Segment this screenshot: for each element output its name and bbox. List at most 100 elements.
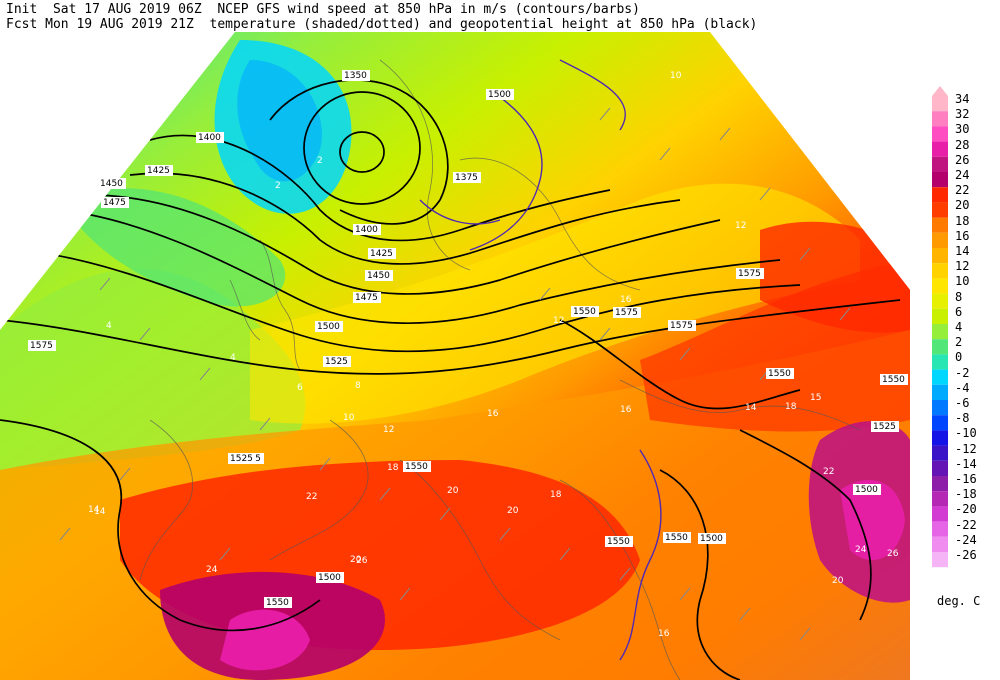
svg-text:1575: 1575 <box>30 341 53 351</box>
height-contour-label: 1500 <box>486 89 514 100</box>
svg-text:1550: 1550 <box>665 533 688 543</box>
svg-text:1550: 1550 <box>607 537 630 547</box>
legend-level-label: 30 <box>955 122 970 137</box>
legend-swatch <box>932 354 948 370</box>
header-line-1: Init Sat 17 AUG 2019 06Z NCEP GFS wind s… <box>6 2 640 17</box>
color-legend <box>932 86 948 568</box>
temperature-label: 14 <box>88 505 100 515</box>
svg-text:1525: 1525 <box>325 357 348 367</box>
temperature-label: 4 <box>106 321 112 331</box>
svg-text:1450: 1450 <box>100 179 123 189</box>
legend-swatch <box>932 172 948 188</box>
temperature-label: 24 <box>206 565 218 575</box>
svg-text:1475: 1475 <box>103 198 126 208</box>
svg-text:1425: 1425 <box>147 166 170 176</box>
temperature-field <box>0 32 910 680</box>
temperature-label: 24 <box>855 545 867 555</box>
height-contour-label: 1500 <box>316 572 344 583</box>
legend-level-label: -12 <box>955 441 977 456</box>
temperature-label: 12 <box>553 316 564 326</box>
height-contour-label: 1500 <box>315 321 343 332</box>
legend-swatch <box>932 126 948 142</box>
legend-swatch <box>932 308 948 324</box>
svg-text:1550: 1550 <box>573 307 596 317</box>
temperature-label: 2 <box>317 156 323 166</box>
height-contour-label: 1550 <box>605 536 633 547</box>
legend-swatch <box>932 141 948 157</box>
legend-level-label: 2 <box>955 335 963 350</box>
legend-level-label: 14 <box>955 244 970 258</box>
legend-level-label: -16 <box>955 472 977 486</box>
svg-text:1425: 1425 <box>370 249 393 259</box>
legend-level-label: -26 <box>955 548 977 562</box>
legend-swatch <box>932 324 948 340</box>
legend-swatch <box>932 202 948 218</box>
temperature-label: 14 <box>94 507 106 517</box>
temperature-label: 26 <box>887 549 899 559</box>
svg-text:1500: 1500 <box>318 573 341 583</box>
svg-text:1500: 1500 <box>700 534 723 544</box>
temperature-label: 20 <box>350 555 362 565</box>
temperature-label: 22 <box>306 492 317 502</box>
temperature-label: 15 <box>810 393 821 403</box>
legend-swatch <box>932 187 948 203</box>
height-contour-label: 1500 <box>698 533 726 544</box>
height-contours <box>0 79 901 680</box>
height-contour-label: 1575 <box>613 307 641 318</box>
svg-text:1525: 1525 <box>873 422 896 432</box>
temperature-label: 20 <box>832 576 844 586</box>
legend-swatch <box>932 156 948 172</box>
height-contour-label: 1575 <box>28 340 56 351</box>
temperature-label: 22 <box>823 467 834 477</box>
height-contour-label: 1550 <box>663 532 691 543</box>
height-contour-label: 1575 <box>736 268 764 279</box>
legend-swatch <box>932 445 948 461</box>
legend-swatch <box>932 248 948 264</box>
height-contour-label: 1500 <box>853 484 881 495</box>
temperature-label: 18 <box>550 490 562 500</box>
svg-text:1400: 1400 <box>198 133 221 143</box>
legend-level-label: -22 <box>955 517 977 532</box>
svg-text:1400: 1400 <box>355 225 378 235</box>
svg-text:1450: 1450 <box>367 271 390 281</box>
temperature-label: 10 <box>343 413 355 423</box>
legend-swatch <box>932 491 948 507</box>
height-contour-label: 1575 <box>668 320 696 331</box>
legend-level-label: -18 <box>955 487 977 502</box>
temperature-label: 18 <box>387 463 399 473</box>
svg-text:1575: 1575 <box>615 308 638 318</box>
temperature-label: 4 <box>230 353 236 363</box>
svg-text:1550: 1550 <box>768 369 791 379</box>
legend-swatch <box>932 293 948 309</box>
legend-swatch <box>932 217 948 233</box>
height-contour-label: 1550 <box>403 461 431 472</box>
legend-level-label: 26 <box>955 152 970 167</box>
temperature-label: 12 <box>383 425 394 435</box>
legend-level-label: -2 <box>955 365 970 380</box>
legend-swatch <box>932 400 948 416</box>
height-contour-label: 1550 <box>880 374 908 385</box>
svg-text:1550: 1550 <box>266 598 289 608</box>
legend-level-label: -8 <box>955 411 970 426</box>
legend-unit: deg. C <box>937 594 981 608</box>
legend-swatch <box>932 339 948 355</box>
legend-level-label: -20 <box>955 502 977 517</box>
legend-level-label: -4 <box>955 380 970 395</box>
svg-text:1575: 1575 <box>738 269 761 279</box>
svg-text:1500: 1500 <box>855 485 878 495</box>
legend-level-label: 12 <box>955 259 970 274</box>
legend-level-label: 10 <box>955 274 970 289</box>
temperature-label: 16 <box>620 405 632 415</box>
legend-swatch <box>932 521 948 537</box>
legend-swatch <box>932 506 948 522</box>
legend-level-label: 4 <box>955 320 963 334</box>
height-contour-label: 1425 <box>368 248 396 259</box>
legend-swatch <box>932 460 948 476</box>
height-contour-label: 1425 <box>145 165 173 176</box>
svg-text:1550: 1550 <box>882 375 905 385</box>
svg-text:1350: 1350 <box>344 71 367 81</box>
legend-level-label: 0 <box>955 350 963 365</box>
legend-swatch <box>932 552 948 568</box>
legend-level-label: 8 <box>955 289 963 304</box>
